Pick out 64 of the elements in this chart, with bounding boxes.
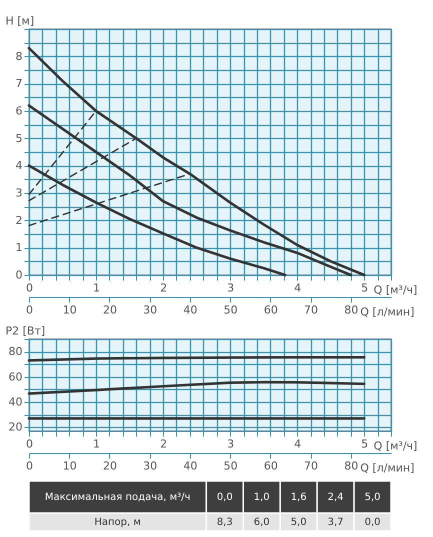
y-tick-label: 80 bbox=[8, 345, 22, 358]
text: 1,6 bbox=[290, 492, 307, 504]
text: 2,4 bbox=[328, 492, 344, 504]
x-tick-label: 1 bbox=[93, 282, 100, 294]
text: Напор, м bbox=[94, 517, 141, 528]
x2-tick-label: 30 bbox=[143, 460, 158, 472]
x-tick-label: 3 bbox=[227, 438, 234, 450]
text: 0,0 bbox=[216, 492, 233, 504]
x2-tick-label: 20 bbox=[102, 460, 117, 472]
y-tick-label: 2 bbox=[16, 214, 22, 227]
y-axis-title: P2 [Вт] bbox=[6, 324, 46, 338]
x2-tick-label: 50 bbox=[224, 304, 238, 316]
y-tick-label: 1 bbox=[16, 241, 22, 254]
y-tick-label: 7 bbox=[16, 77, 22, 90]
line-series bbox=[28, 104, 352, 276]
x2-tick-label: 70 bbox=[304, 460, 318, 472]
y-tick-label: 60 bbox=[8, 370, 22, 384]
x-axis-title: Q [м³/ч] bbox=[374, 440, 418, 452]
text: 6,0 bbox=[254, 517, 270, 528]
x2-tick-label: 40 bbox=[183, 460, 198, 472]
x-tick-label: 0 bbox=[26, 282, 33, 294]
y-axis-title: H [м] bbox=[6, 14, 34, 28]
text: 3,7 bbox=[328, 517, 344, 528]
x2-tick-label: 80 bbox=[344, 304, 358, 316]
text: 1,0 bbox=[254, 492, 270, 504]
y-tick-label: 0 bbox=[16, 268, 22, 282]
y-tick-label: 8 bbox=[16, 50, 22, 63]
y-tick-label: 20 bbox=[8, 420, 22, 434]
x-tick-label: 4 bbox=[294, 282, 302, 294]
x2-tick-label: 40 bbox=[183, 304, 198, 316]
text: 8,3 bbox=[216, 517, 233, 528]
line-series bbox=[28, 380, 366, 395]
x-tick-label: 2 bbox=[160, 282, 168, 294]
x2-tick-label: 10 bbox=[62, 460, 77, 472]
x-axis-title: Q [м³/ч] bbox=[374, 284, 418, 296]
x2-tick-label: 10 bbox=[62, 304, 77, 316]
x-tick-label: 0 bbox=[26, 438, 33, 450]
y-tick-label: 40 bbox=[8, 396, 22, 409]
x-tick-label: 1 bbox=[93, 438, 100, 450]
x-tick-label: 5 bbox=[361, 438, 368, 450]
x2-axis-title: Q [л/мин] bbox=[360, 462, 414, 474]
y-tick-label: 4 bbox=[16, 159, 22, 172]
text: Максимальная подача, м³/ч bbox=[44, 492, 190, 504]
x2-tick-label: 50 bbox=[224, 460, 238, 472]
x2-axis-title: Q [л/мин] bbox=[360, 306, 414, 318]
text: 5,0 bbox=[364, 492, 380, 504]
x2-tick-label: 20 bbox=[102, 304, 117, 316]
y-tick-label: 3 bbox=[16, 186, 22, 200]
text: 0,0 bbox=[364, 517, 380, 528]
x2-tick-label: 0 bbox=[26, 460, 33, 472]
x-tick-label: 3 bbox=[227, 282, 234, 294]
x-tick-label: 2 bbox=[160, 438, 168, 450]
y-tick-label: 6 bbox=[16, 104, 22, 118]
text: 5,0 bbox=[290, 517, 307, 528]
x2-tick-label: 80 bbox=[344, 460, 358, 472]
x-tick-label: 5 bbox=[361, 282, 368, 294]
x2-tick-label: 0 bbox=[26, 304, 33, 316]
y-tick-label: 5 bbox=[16, 132, 22, 145]
x2-tick-label: 60 bbox=[264, 460, 278, 472]
x2-tick-label: 60 bbox=[264, 304, 278, 316]
line-series bbox=[28, 46, 366, 276]
x-tick-label: 4 bbox=[294, 438, 302, 450]
x2-tick-label: 70 bbox=[304, 304, 318, 316]
x2-tick-label: 30 bbox=[143, 304, 158, 316]
